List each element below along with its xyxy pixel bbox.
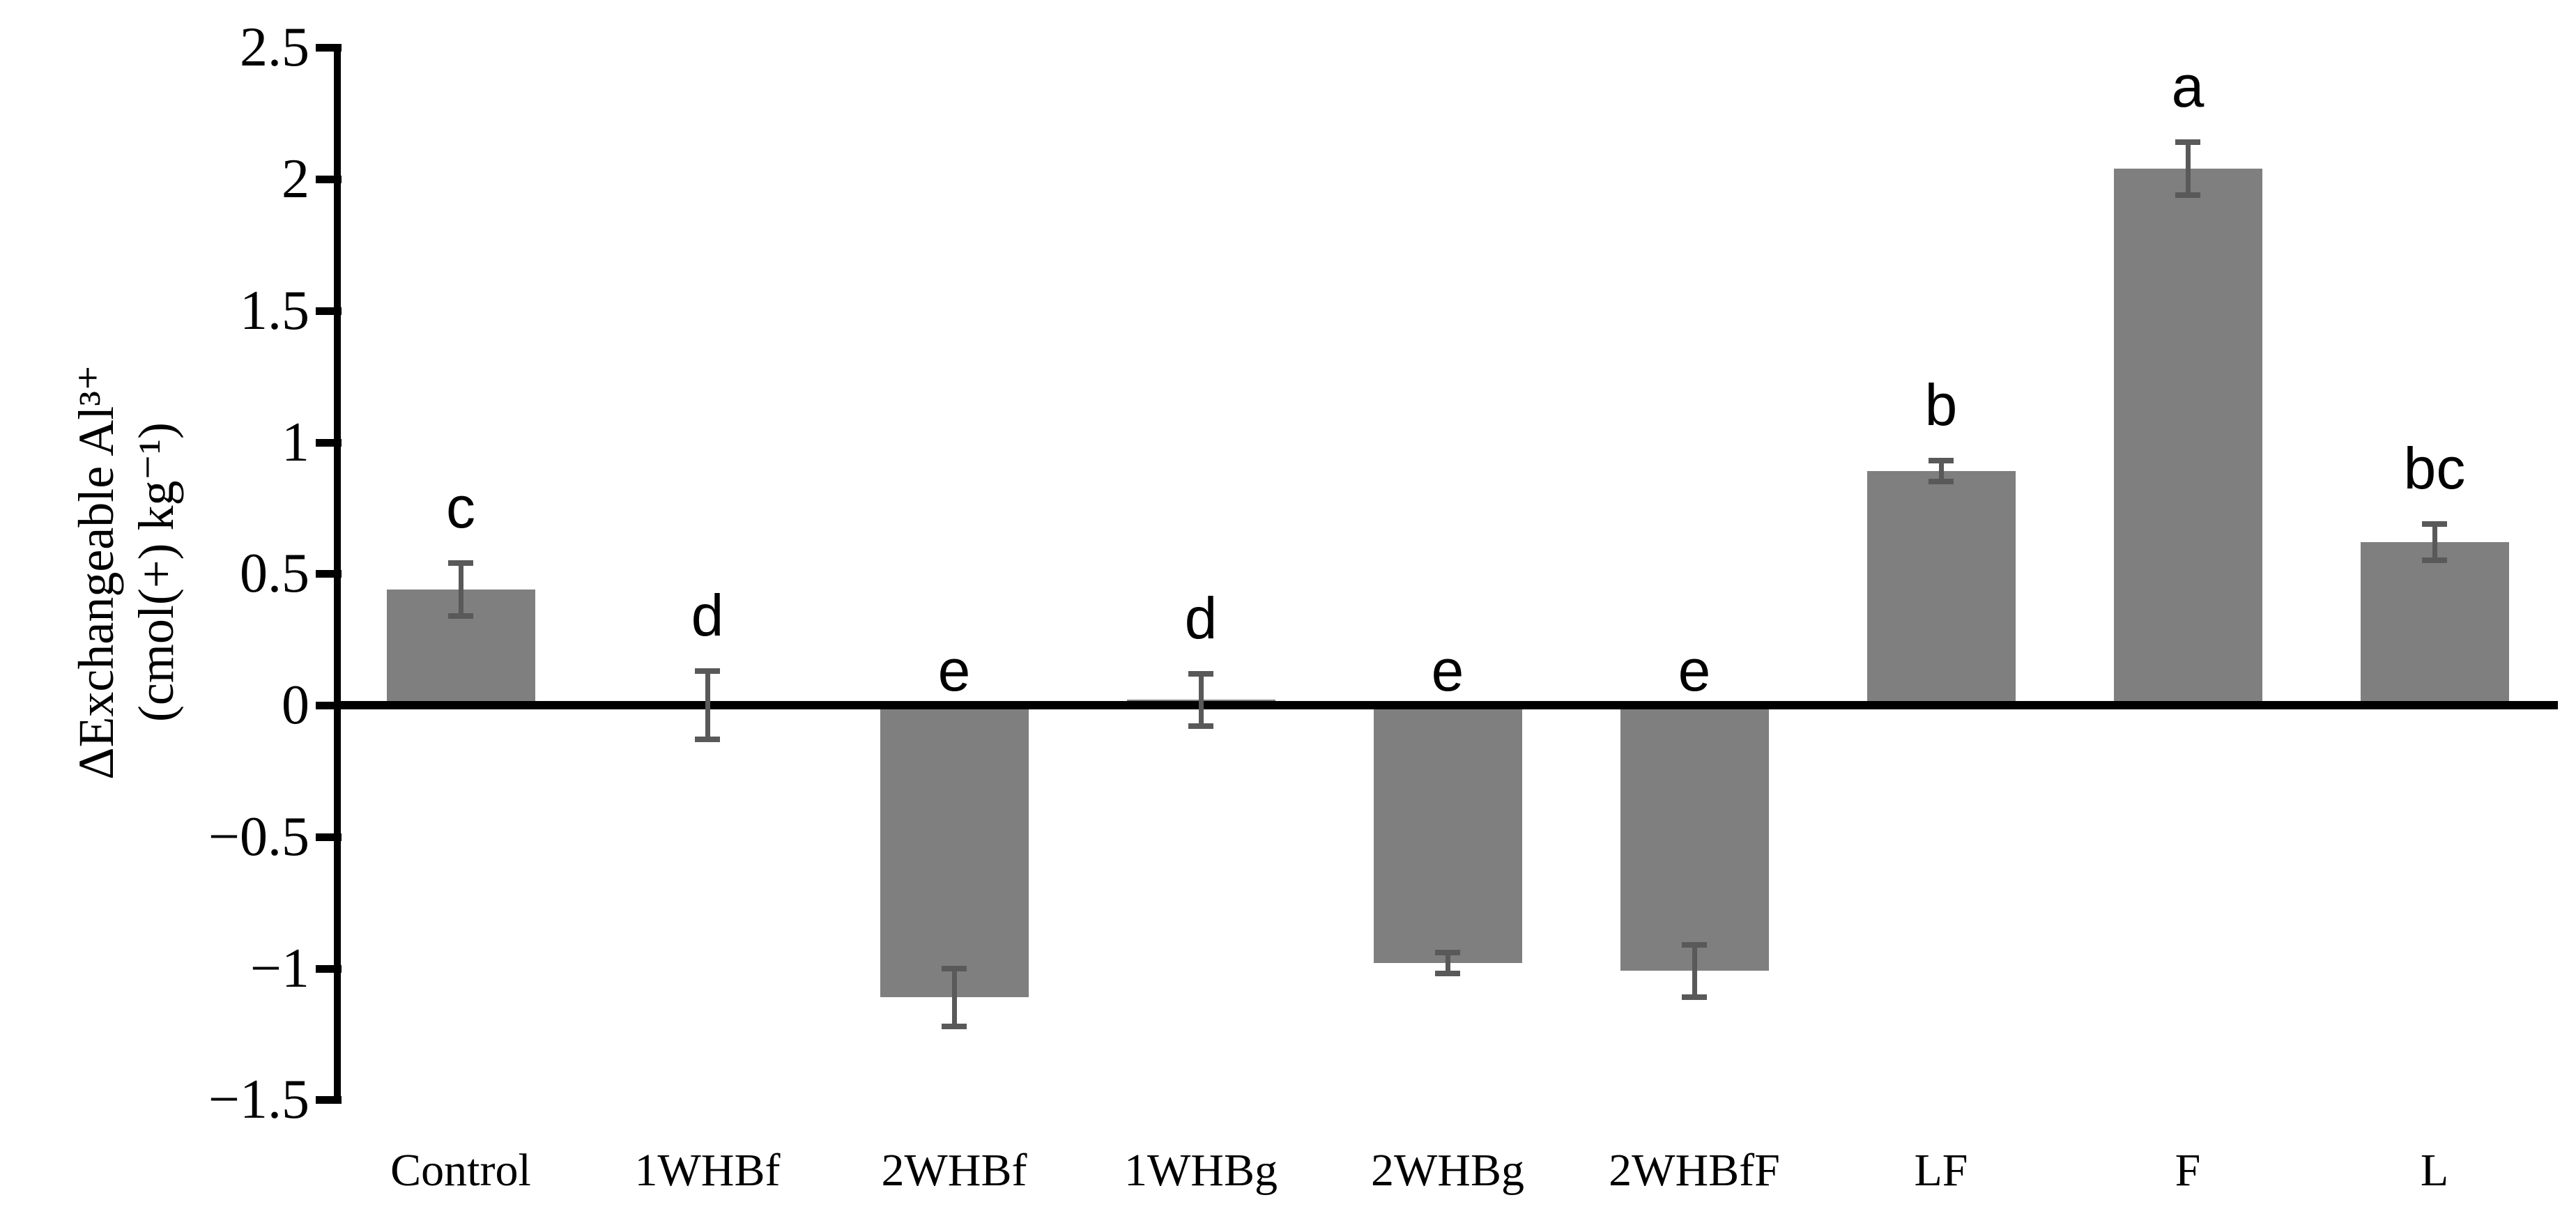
error-bar (951, 968, 957, 1026)
significance-letter: d (1184, 585, 1218, 651)
significance-letter: c (446, 475, 475, 541)
y-axis-tick-label: −0.5 (208, 806, 309, 868)
error-bar-bottom-cap (448, 613, 473, 619)
y-axis-tick (316, 176, 342, 183)
y-axis-tick-label: 2 (282, 148, 309, 210)
y-axis-tick (316, 1096, 342, 1104)
x-axis-line (334, 701, 2558, 709)
error-bar-top-cap (695, 668, 720, 674)
error-bar (705, 670, 710, 740)
bar (1620, 705, 1769, 971)
y-axis-tick (316, 307, 342, 315)
error-bar-bottom-cap (1435, 971, 1460, 977)
bar (1373, 705, 1522, 963)
y-axis-tick-label: 0 (282, 675, 309, 736)
error-bar-top-cap (2175, 139, 2200, 146)
error-bar (458, 563, 463, 616)
y-axis-tick (316, 570, 342, 578)
error-bar (1938, 460, 1944, 482)
significance-letter: d (691, 582, 724, 648)
y-axis-tick-label: 2.5 (240, 17, 309, 79)
error-bar (1692, 944, 1697, 998)
y-axis-tick (316, 964, 342, 973)
error-bar-bottom-cap (2422, 557, 2447, 564)
y-axis-tick-label: −1.5 (208, 1069, 309, 1131)
significance-letter: b (1924, 371, 1958, 438)
error-bar-top-cap (448, 560, 473, 567)
error-bar-top-cap (942, 965, 967, 971)
error-bar (2432, 523, 2437, 561)
y-axis-tick-label: −1 (250, 937, 309, 999)
error-bar (1445, 952, 1450, 974)
error-bar-bottom-cap (1929, 479, 1954, 485)
error-bar-top-cap (2422, 521, 2447, 527)
significance-letter: a (2171, 54, 2205, 120)
bar (880, 705, 1029, 998)
x-axis-category-label: Control (390, 1145, 531, 1196)
error-bar (2185, 142, 2191, 195)
error-bar-bottom-cap (1188, 723, 1213, 730)
error-bar-top-cap (1929, 457, 1954, 463)
x-axis-category-label: 1WHBg (1124, 1145, 1278, 1196)
y-axis-tick-label: 0.5 (240, 543, 309, 605)
x-axis-category-label: 1WHBf (634, 1145, 781, 1196)
y-axis-tick (316, 833, 342, 841)
significance-letter: e (1678, 638, 1711, 703)
error-bar-top-cap (1188, 670, 1213, 677)
error-bar-top-cap (1435, 949, 1460, 955)
significance-letter: bc (2403, 435, 2466, 501)
x-axis-category-label: F (2175, 1145, 2201, 1196)
x-axis-category-label: 2WHBg (1371, 1145, 1524, 1196)
x-axis-category-label: 2WHBf (881, 1145, 1027, 1196)
x-axis-category-label: L (2420, 1145, 2449, 1196)
y-axis-tick (316, 44, 342, 52)
bar (1866, 471, 2016, 705)
error-bar-bottom-cap (1682, 994, 1707, 1001)
y-axis-tick-label: 1.5 (240, 279, 309, 341)
error-bar-bottom-cap (695, 737, 720, 743)
significance-letter: e (937, 638, 971, 703)
error-bar-bottom-cap (942, 1023, 967, 1029)
error-bar-bottom-cap (2175, 192, 2200, 198)
error-bar-top-cap (1682, 941, 1707, 948)
y-axis-tick-label: 1 (282, 411, 309, 473)
y-axis-tick (316, 702, 342, 709)
bar (2360, 541, 2509, 705)
significance-letter: e (1431, 638, 1464, 703)
x-axis-category-label: LF (1914, 1145, 1968, 1196)
error-bar (1198, 673, 1204, 727)
bar (2113, 168, 2262, 705)
y-axis-tick (316, 438, 342, 447)
x-axis-category-label: 2WHBfF (1609, 1145, 1780, 1196)
